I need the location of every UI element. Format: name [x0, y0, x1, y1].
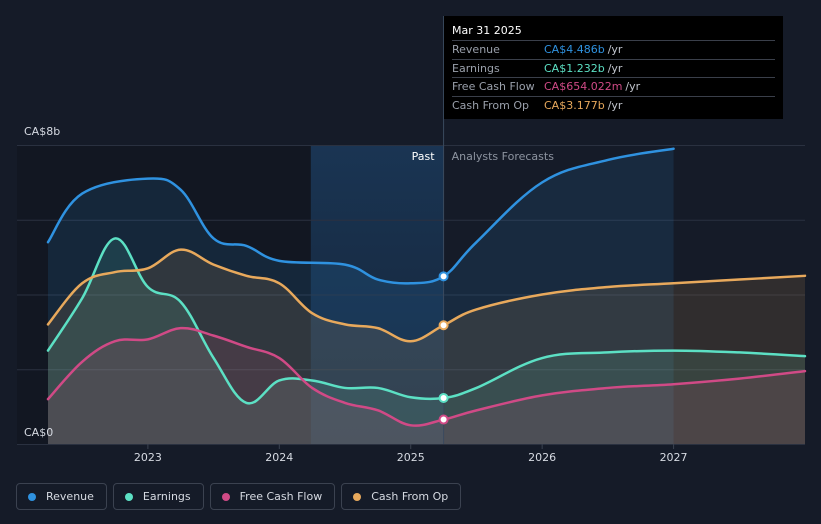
tooltip-row-earnings: Earnings CA$1.232b /yr [452, 58, 775, 78]
tooltip: Mar 31 2025 Revenue CA$4.486b /yr Earnin… [444, 16, 783, 119]
tooltip-unit: /yr [607, 61, 623, 75]
x-tick-label: 2027 [660, 451, 688, 464]
x-tick-label: 2026 [528, 451, 556, 464]
tooltip-label: Revenue [452, 43, 500, 56]
tooltip-label: Earnings [452, 61, 500, 75]
tooltip-value: CA$4.486b [544, 43, 605, 56]
series-line-cash-from-op [46, 248, 807, 343]
x-tick-label: 2024 [265, 451, 293, 464]
legend-item-free-cash-flow[interactable]: Free Cash Flow [209, 483, 336, 510]
tooltip-value: CA$3.177b [544, 98, 605, 112]
past-label: Past [412, 150, 436, 163]
series-area-earnings [48, 238, 805, 444]
tooltip-value: CA$1.232b [544, 61, 605, 75]
tooltip-unit: /yr [607, 98, 623, 112]
x-tick-label: 2025 [397, 451, 425, 464]
tooltip-row-cash-from-op: Cash From Op CA$3.177b /yr [452, 95, 775, 115]
tooltip-row-revenue: Revenue CA$4.486b /yr [452, 40, 775, 59]
series-area-revenue [48, 148, 674, 445]
series-line-revenue [46, 147, 675, 285]
legend-item-earnings[interactable]: Earnings [112, 483, 204, 510]
y-axis-bottom-label: CA$0 [24, 426, 53, 439]
legend-dot-icon [28, 492, 36, 501]
legend-dot-icon [353, 492, 362, 501]
legend-label: Free Cash Flow [239, 490, 323, 503]
highlight-point-cash-from-op [438, 320, 449, 331]
legend-label: Earnings [142, 490, 191, 503]
legend: Revenue Earnings Free Cash Flow Cash Fro… [16, 483, 462, 510]
forecast-label: Analysts Forecasts [452, 150, 555, 163]
tooltip-label: Free Cash Flow [452, 80, 535, 93]
tooltip-row-free-cash-flow: Free Cash Flow CA$654.022m /yr [452, 77, 775, 96]
financial-chart: CA$8b CA$0 Past Analysts Forecasts 2023 2… [17, 16, 807, 464]
highlight-point-earnings [438, 392, 449, 403]
legend-label: Revenue [46, 490, 94, 503]
series-area-free-cash-flow [48, 328, 805, 444]
y-axis-top-label: CA$8b [24, 125, 60, 138]
legend-dot-icon [124, 492, 133, 501]
x-tick-label: 2023 [134, 451, 162, 464]
tooltip-unit: /yr [607, 43, 623, 56]
tooltip-label: Cash From Op [452, 98, 530, 112]
highlight-point-revenue [438, 271, 449, 282]
legend-item-cash-from-op[interactable]: Cash From Op [341, 483, 462, 510]
series-line-earnings [46, 237, 807, 405]
tooltip-date: Mar 31 2025 [452, 24, 522, 37]
legend-label: Cash From Op [371, 490, 449, 503]
legend-dot-icon [221, 492, 230, 501]
tooltip-unit: /yr [625, 80, 641, 93]
legend-item-revenue[interactable]: Revenue [16, 483, 107, 510]
highlight-point-free-cash-flow [438, 414, 449, 425]
series-line-free-cash-flow [46, 326, 807, 427]
tooltip-value: CA$654.022m [544, 80, 623, 93]
